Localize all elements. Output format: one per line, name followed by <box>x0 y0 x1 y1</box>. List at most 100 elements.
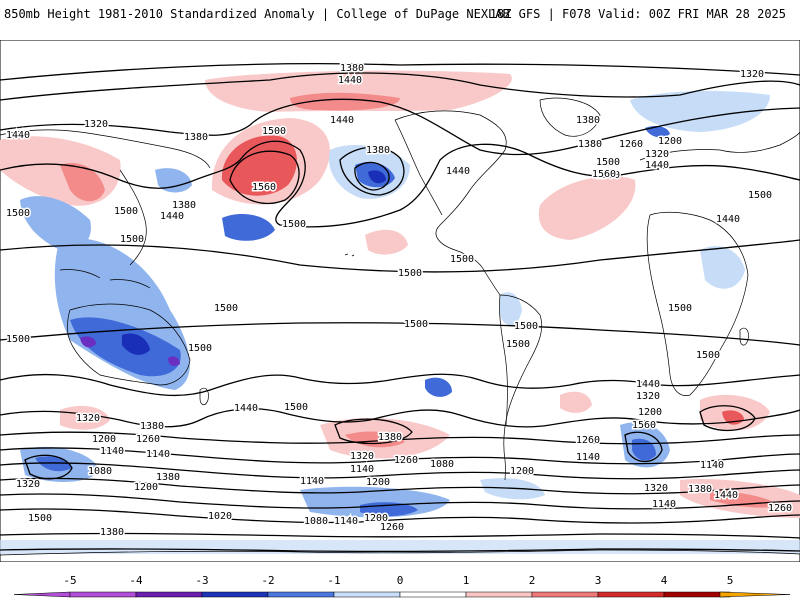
contour-label: 1500 <box>668 303 692 314</box>
anomaly-negative-africa-east <box>700 246 745 289</box>
colorbar-tick-label: -1 <box>327 574 340 587</box>
contour-1320-south <box>0 447 800 465</box>
contour-1140-south <box>0 493 800 510</box>
anomaly-negative-australia-4 <box>80 336 96 348</box>
contour-label: 1320 <box>644 483 668 494</box>
contour-label: 1140 <box>100 446 124 457</box>
coast-north-america-west <box>394 119 443 216</box>
contour-label: 1500 <box>596 157 620 168</box>
coast-indonesia <box>59 269 151 289</box>
contour-label: 1500 <box>262 126 286 137</box>
colorbar-bin <box>69 591 137 598</box>
contour-label: 1320 <box>636 391 660 402</box>
contour-label: 1320 <box>645 149 669 160</box>
contour-label: 1320 <box>16 479 40 490</box>
contour-1440-south <box>0 408 800 428</box>
contour-1380-arctic <box>0 72 800 101</box>
colorbar-arrow-low <box>13 591 71 598</box>
contour-label: 1260 <box>576 435 600 446</box>
coast-europe <box>639 131 800 161</box>
contour-label: 1440 <box>338 75 362 86</box>
contour-label: 1260 <box>619 139 643 150</box>
contour-label: 1260 <box>380 522 404 533</box>
contour-label: 1500 <box>188 343 212 354</box>
colorbar-bins <box>13 591 791 598</box>
contour-label: 1200 <box>364 513 388 524</box>
anomaly-positive-east-pacific <box>365 229 408 255</box>
anomaly-negative-gulf-alaska-3 <box>368 170 386 184</box>
anomaly-map: 1380 1320 1440 1320 1440 1380 1500 1560 … <box>0 40 800 562</box>
contour-label: 1500 <box>6 334 30 345</box>
anomaly-positive-south-indian <box>60 405 110 430</box>
contour-label: 1500 <box>282 219 306 230</box>
height-contours <box>0 63 800 553</box>
contour-1440-n <box>0 98 800 156</box>
colorbar-bin <box>201 591 269 598</box>
contour-label: 1080 <box>430 459 454 470</box>
contour-label: 1500 <box>748 190 772 201</box>
contour-label: 1380 <box>578 139 602 150</box>
contour-label: 1560 <box>632 420 656 431</box>
contour-1560-s-indian <box>699 405 756 432</box>
contour-label: 1440 <box>160 211 184 222</box>
contour-label: 1500 <box>398 268 422 279</box>
contour-label: 1200 <box>638 407 662 418</box>
contour-label: 1200 <box>366 477 390 488</box>
anomaly-positive-atlantic-south <box>560 391 592 413</box>
colorbar-tick-label: 3 <box>595 574 602 587</box>
contour-1260-antarctic <box>0 548 800 553</box>
colorbar-bin <box>333 591 401 598</box>
coast-africa <box>646 211 749 396</box>
contour-1080-south <box>0 508 800 524</box>
colorbar-tick-label: 5 <box>727 574 734 587</box>
contour-label: 1380 <box>100 527 124 538</box>
contour-1440-alaska <box>339 146 405 196</box>
contour-label: 1320 <box>350 451 374 462</box>
contour-label: 1260 <box>768 503 792 514</box>
anomaly-positive-antarctic-east-core <box>710 491 780 508</box>
contour-label: 1380 <box>378 432 402 443</box>
anomaly-negative-australia-3 <box>122 333 150 355</box>
coast-new-zealand <box>199 387 209 406</box>
contour-label: 1380 <box>340 63 364 74</box>
contour-label: 1140 <box>576 452 600 463</box>
contour-label: 1380 <box>366 145 390 156</box>
contour-label: 1320 <box>740 69 764 80</box>
contour-label: 1080 <box>304 516 328 527</box>
contour-label: 1380 <box>184 132 208 143</box>
colorbar-bin <box>135 591 203 598</box>
contour-label: 1380 <box>576 115 600 126</box>
map-title: 850mb Height 1981-2010 Standardized Anom… <box>4 7 510 21</box>
contour-label: 1380 <box>140 421 164 432</box>
contour-label: 1200 <box>92 434 116 445</box>
contour-label: 1200 <box>510 466 534 477</box>
contour-1560-npac <box>229 150 300 204</box>
anomaly-negative-central-pacific <box>222 214 275 241</box>
anomaly-shading <box>0 70 800 554</box>
contour-label: 1500 <box>506 339 530 350</box>
anomaly-positive-arctic-band <box>205 70 512 112</box>
contour-label: 1140 <box>334 516 358 527</box>
colorbar-bin <box>267 591 335 598</box>
anomaly-positive-arctic-core <box>290 92 400 111</box>
contour-1500-tropics-north <box>0 239 800 273</box>
contour-label: 1440 <box>446 166 470 177</box>
contour-label: 1500 <box>6 208 30 219</box>
anomaly-negative-north-atlantic-2 <box>645 126 670 138</box>
colorbar-bin <box>399 591 467 598</box>
contour-1080-sw-low <box>24 454 73 480</box>
contour-label: 1440 <box>714 490 738 501</box>
contour-label: 1080 <box>88 466 112 477</box>
coast-greenland <box>539 97 601 137</box>
anomaly-negative-southern-band <box>0 540 800 554</box>
contour-label: 1560 <box>592 169 616 180</box>
contour-1500-n <box>0 140 800 228</box>
model-run-info: 18Z GFS | F078 Valid: 00Z FRI MAR 28 202… <box>489 7 786 21</box>
contour-label: 1440 <box>645 160 669 171</box>
contour-label: 1440 <box>6 130 30 141</box>
contour-label: 1140 <box>652 499 676 510</box>
coast-hawaii <box>344 253 355 257</box>
coastlines <box>0 97 800 556</box>
contour-label: 1200 <box>658 136 682 147</box>
contour-1500-south-sub <box>0 373 800 397</box>
